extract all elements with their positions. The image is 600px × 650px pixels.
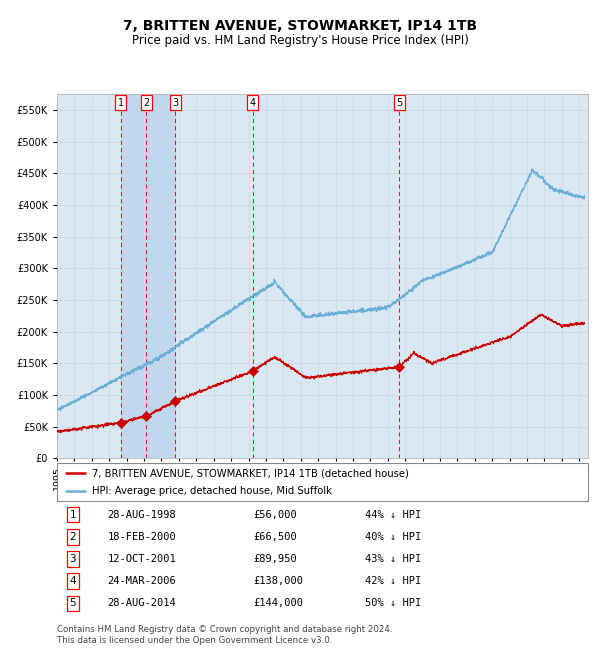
Text: 28-AUG-1998: 28-AUG-1998 [107,510,176,520]
Text: £138,000: £138,000 [253,576,304,586]
Text: 7, BRITTEN AVENUE, STOWMARKET, IP14 1TB: 7, BRITTEN AVENUE, STOWMARKET, IP14 1TB [123,20,477,34]
Text: 2: 2 [143,98,149,108]
Text: 24-MAR-2006: 24-MAR-2006 [107,576,176,586]
Text: 43% ↓ HPI: 43% ↓ HPI [365,554,421,564]
Text: 2: 2 [70,532,76,542]
Text: 4: 4 [70,576,76,586]
Text: 1: 1 [118,98,124,108]
Text: £56,000: £56,000 [253,510,297,520]
Text: 7, BRITTEN AVENUE, STOWMARKET, IP14 1TB (detached house): 7, BRITTEN AVENUE, STOWMARKET, IP14 1TB … [92,469,409,478]
Text: HPI: Average price, detached house, Mid Suffolk: HPI: Average price, detached house, Mid … [92,486,331,496]
Text: 42% ↓ HPI: 42% ↓ HPI [365,576,421,586]
Text: £144,000: £144,000 [253,598,304,608]
FancyBboxPatch shape [57,463,588,500]
Text: 50% ↓ HPI: 50% ↓ HPI [365,598,421,608]
Text: 5: 5 [70,598,76,608]
Bar [121,94,175,458]
Text: £66,500: £66,500 [253,532,297,542]
Text: 44% ↓ HPI: 44% ↓ HPI [365,510,421,520]
Text: 1: 1 [70,510,76,520]
Text: 3: 3 [172,98,178,108]
Text: Contains HM Land Registry data © Crown copyright and database right 2024.
This d: Contains HM Land Registry data © Crown c… [57,625,392,645]
Text: 4: 4 [250,98,256,108]
Text: 18-FEB-2000: 18-FEB-2000 [107,532,176,542]
Text: 12-OCT-2001: 12-OCT-2001 [107,554,176,564]
Text: 40% ↓ HPI: 40% ↓ HPI [365,532,421,542]
Text: Price paid vs. HM Land Registry's House Price Index (HPI): Price paid vs. HM Land Registry's House … [131,34,469,47]
Text: 28-AUG-2014: 28-AUG-2014 [107,598,176,608]
Text: 3: 3 [70,554,76,564]
Text: £89,950: £89,950 [253,554,297,564]
Text: 5: 5 [396,98,402,108]
